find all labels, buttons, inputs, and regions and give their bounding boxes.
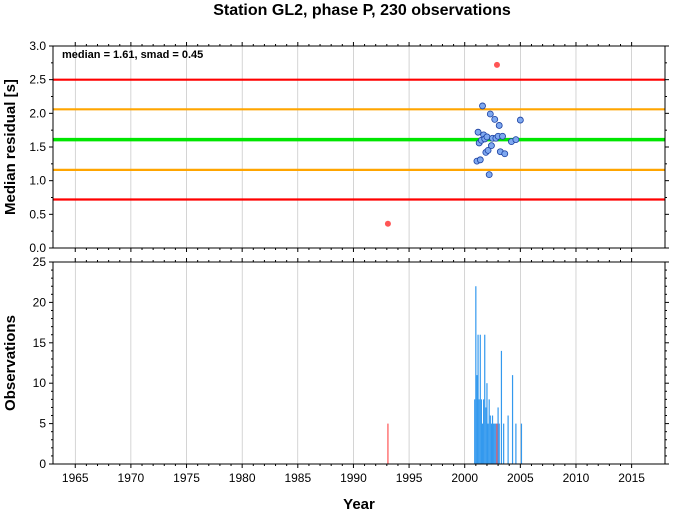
residual-panel: 0.0 0.5 1.0 1.5 2.0 2.5 3.0 median = 1.61, sma… — [2, 39, 669, 255]
observation-bar — [476, 375, 478, 464]
x-tick-label: 1970 — [118, 471, 145, 485]
x-tick-label: 2000 — [451, 471, 478, 485]
observations-panel: 0 5 10 15 20 25 1965 1970 1975 1980 1985 1990 1995 2… — [2, 255, 669, 511]
observation-bar — [490, 423, 493, 464]
residual-point — [491, 115, 499, 123]
residual-x-ticks — [74, 42, 633, 252]
x-axis-label: Year — [343, 496, 375, 511]
residual-point — [516, 116, 524, 124]
observation-bar — [477, 334, 479, 464]
residual-y-tick-label: 1.0 — [29, 174, 46, 188]
residual-point — [495, 122, 503, 129]
observation-bar — [486, 383, 488, 464]
observation-bar — [480, 399, 482, 464]
x-tick-label: 1995 — [396, 471, 423, 485]
observation-bar — [498, 423, 500, 464]
x-tick-label: 2010 — [563, 471, 590, 485]
observation-bar — [493, 423, 495, 464]
residual-points — [384, 61, 524, 227]
residual-point — [483, 133, 491, 141]
observations-y-tick-label: 5 — [39, 417, 46, 431]
residual-point — [485, 171, 493, 179]
residual-point — [512, 136, 520, 143]
observation-bar — [496, 423, 498, 464]
residual-y-tick-label: 1.5 — [29, 140, 46, 154]
observation-bar — [494, 423, 496, 464]
observations-y-tick-label: 10 — [33, 376, 47, 390]
observation-bar — [484, 334, 486, 464]
x-tick-label: 2015 — [618, 471, 645, 485]
observation-bar — [489, 415, 491, 464]
observation-bar — [481, 423, 484, 464]
observations-y-ticks: 0 5 10 15 20 25 — [33, 255, 669, 471]
residual-point — [476, 156, 484, 164]
observations-y-tick-label: 15 — [33, 336, 47, 350]
observations-y-tick-label: 25 — [33, 255, 47, 269]
residual-point — [474, 128, 482, 136]
residual-y-tick-label: 2.0 — [29, 106, 46, 120]
observation-bar — [500, 350, 503, 464]
x-tick-label: 2005 — [507, 471, 534, 485]
observation-bar — [479, 334, 481, 464]
chart-title: Station GL2, phase P, 230 observations — [213, 2, 511, 19]
outlier-point — [384, 220, 391, 227]
x-tick-label: 1965 — [62, 471, 89, 485]
observation-bar — [507, 415, 509, 464]
observations-x-ticks: 1965 1970 1975 1980 1985 1990 1995 2000 2005 2010… — [62, 258, 645, 485]
x-tick-label: 1980 — [229, 471, 256, 485]
observation-bar — [497, 407, 499, 464]
outlier-point — [493, 61, 500, 68]
observations-y-tick-label: 0 — [39, 457, 46, 471]
observation-bar — [488, 399, 490, 464]
residual-y-ticks: 0.0 0.5 1.0 1.5 2.0 2.5 3.0 — [29, 39, 669, 255]
residual-gridlines — [74, 46, 632, 248]
observation-bar — [478, 399, 480, 464]
residual-point — [488, 142, 495, 150]
residual-y-tick-label: 2.5 — [29, 73, 46, 87]
observation-bar — [483, 399, 485, 464]
observations-gridlines — [74, 262, 632, 464]
observation-bar — [387, 423, 389, 464]
observation-bar — [491, 415, 494, 464]
observation-bar — [503, 423, 505, 464]
observations-y-tick-label: 20 — [33, 295, 47, 309]
observation-bar — [495, 423, 497, 464]
residual-point — [479, 102, 486, 110]
observation-bars — [387, 286, 523, 464]
observations-y-axis-label: Observations — [2, 315, 19, 411]
observation-bar — [487, 423, 489, 464]
stats-annotation: median = 1.61, smad = 0.45 — [62, 49, 203, 61]
residual-point — [501, 150, 509, 158]
residual-reference-lines — [53, 78, 665, 201]
residual-point — [499, 132, 506, 140]
residual-y-tick-label: 3.0 — [29, 39, 46, 53]
residual-y-tick-label: 0.5 — [29, 207, 46, 221]
residual-point — [486, 110, 494, 118]
x-tick-label: 1985 — [284, 471, 311, 485]
observation-bar — [511, 375, 514, 464]
observation-bar — [474, 399, 476, 464]
x-tick-label: 1975 — [173, 471, 200, 485]
observation-bar — [515, 423, 517, 464]
residual-point — [484, 146, 492, 154]
x-tick-label: 1990 — [340, 471, 367, 485]
residual-plot-frame — [52, 45, 666, 249]
observations-plot-frame — [52, 261, 666, 465]
observation-bar — [485, 407, 487, 464]
observation-bar — [475, 286, 477, 464]
residual-y-axis-label: Median residual [s] — [2, 79, 19, 215]
observation-bar — [520, 423, 523, 464]
residual-y-tick-label: 0.0 — [29, 241, 46, 255]
